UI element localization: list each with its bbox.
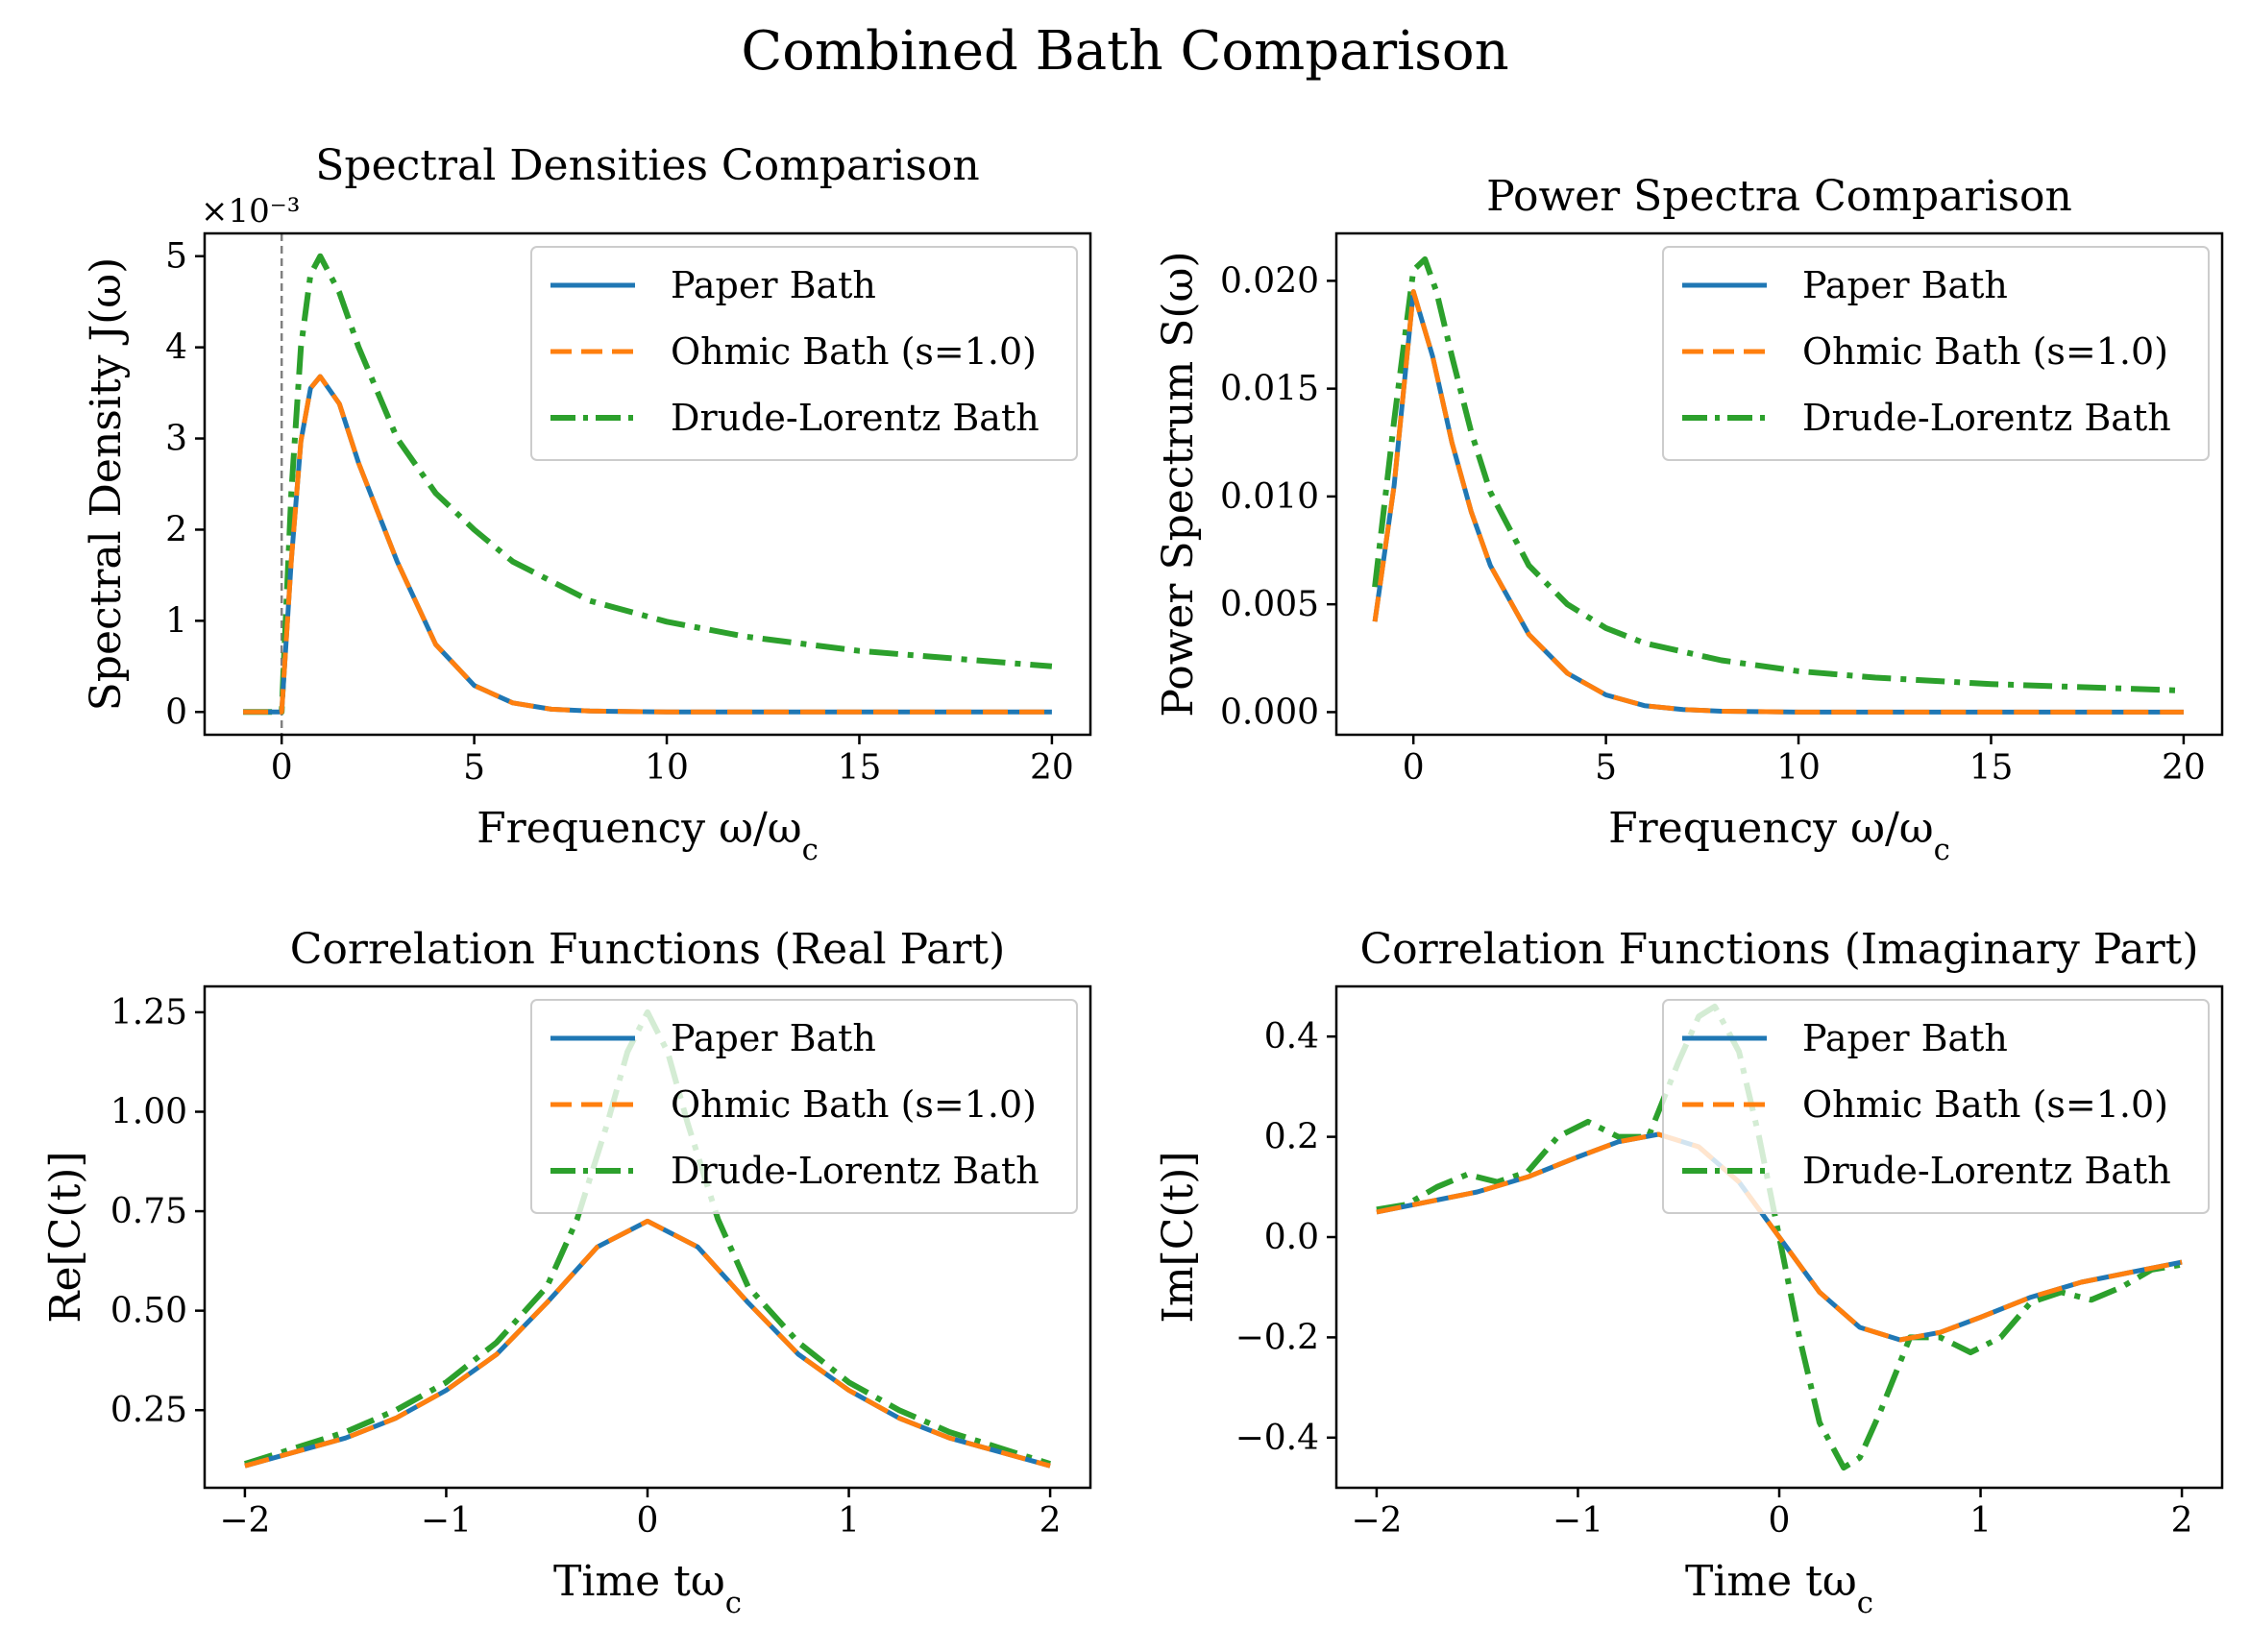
legend: Paper Bath Ohmic Bath (s=1.0) Drude-Lorent… xyxy=(530,246,1078,461)
y-tick-label: 4 xyxy=(165,328,187,368)
y-tick-label: 0 xyxy=(165,692,187,732)
y-tick-label: 3 xyxy=(165,420,187,459)
x-tick-label: −2 xyxy=(219,1501,270,1541)
panel-title: Spectral Densities Comparison xyxy=(315,141,979,190)
legend-label-paper: Paper Bath xyxy=(671,1017,876,1059)
panel-imagpart: Correlation Functions (Imaginary Part) −2… xyxy=(1154,925,2224,1620)
x-tick-label: −2 xyxy=(1351,1501,1402,1541)
legend: Paper Bath Ohmic Bath (s=1.0) Drude-Lorent… xyxy=(1662,999,2210,1214)
y-axis-label: Spectral Density J(ω) xyxy=(82,257,131,712)
legend-label-paper: Paper Bath xyxy=(1802,264,2008,306)
legend-label-paper: Paper Bath xyxy=(1802,1017,2008,1059)
y-tick-label: −0.2 xyxy=(1235,1318,1319,1357)
y-tick-label: 5 xyxy=(165,237,187,277)
x-tick-label: 2 xyxy=(2171,1501,2193,1541)
legend-box xyxy=(1662,999,2210,1214)
series-line-ohmic xyxy=(244,1218,1051,1469)
y-tick-label: 0.50 xyxy=(110,1292,187,1331)
legend-label-ohmic: Ohmic Bath (s=1.0) xyxy=(1802,1083,2168,1126)
series-line-ohmic xyxy=(1376,1131,2183,1343)
y-axis-label: Im[C(t)] xyxy=(1154,1151,1203,1323)
figure-title: Combined Bath Comparison xyxy=(741,20,1508,83)
legend-label-drude: Drude-Lorentz Bath xyxy=(1802,397,2171,439)
y-tick-label: 0.005 xyxy=(1220,585,1319,624)
x-axis-label: Frequency ω/ωc xyxy=(477,804,819,867)
legend-label-drude: Drude-Lorentz Bath xyxy=(671,397,1039,439)
x-tick-label: 20 xyxy=(2162,748,2206,788)
y-tick-label: 0.2 xyxy=(1264,1118,1319,1157)
y-tick-label: 0.0 xyxy=(1264,1218,1319,1257)
legend-label-ohmic: Ohmic Bath (s=1.0) xyxy=(671,330,1037,373)
axes-frame xyxy=(1334,231,2224,737)
y-tick-label: −0.4 xyxy=(1235,1419,1319,1458)
y-tick-label: 0.4 xyxy=(1264,1017,1319,1057)
x-tick-label: −1 xyxy=(1553,1501,1603,1541)
x-tick-label: 10 xyxy=(645,748,689,788)
x-tick-label: 2 xyxy=(1039,1501,1062,1541)
legend-box xyxy=(530,999,1078,1214)
legend-box xyxy=(1662,246,2210,461)
x-tick-label: 0 xyxy=(1769,1501,1791,1541)
x-tick-label: 0 xyxy=(637,1501,659,1541)
legend-label-ohmic: Ohmic Bath (s=1.0) xyxy=(1802,330,2168,373)
x-axis-label: Time tωc xyxy=(1685,1557,1873,1620)
x-tick-label: −1 xyxy=(421,1501,472,1541)
y-tick-label: 1 xyxy=(165,601,187,641)
x-tick-label: 5 xyxy=(463,748,485,788)
legend: Paper Bath Ohmic Bath (s=1.0) Drude-Lorent… xyxy=(1662,246,2210,461)
y-tick-label: 0.015 xyxy=(1220,370,1319,409)
x-tick-label: 1 xyxy=(838,1501,860,1541)
axes-frame xyxy=(203,231,1092,737)
legend: Paper Bath Ohmic Bath (s=1.0) Drude-Lorent… xyxy=(530,999,1078,1214)
series-line-ohmic xyxy=(1372,289,2184,715)
y-axis-label: Power Spectrum S(ω) xyxy=(1154,251,1203,717)
legend-label-ohmic: Ohmic Bath (s=1.0) xyxy=(671,1083,1037,1126)
series-line-drude xyxy=(1372,255,2185,693)
y-tick-label: 0.75 xyxy=(110,1192,187,1231)
x-tick-label: 15 xyxy=(1969,748,2014,788)
x-tick-label: 0 xyxy=(271,748,293,788)
x-tick-label: 0 xyxy=(1403,748,1425,788)
x-tick-label: 20 xyxy=(1030,748,1074,788)
legend-label-drude: Drude-Lorentz Bath xyxy=(671,1150,1039,1192)
y-tick-label: 0.010 xyxy=(1220,477,1319,517)
legend-label-drude: Drude-Lorentz Bath xyxy=(1802,1150,2171,1192)
legend-label-paper: Paper Bath xyxy=(671,264,876,306)
y-tick-label: 1.00 xyxy=(110,1093,187,1132)
y-tick-label: 1.25 xyxy=(110,993,187,1032)
x-tick-label: 15 xyxy=(838,748,882,788)
x-tick-label: 10 xyxy=(1776,748,1821,788)
y-tick-label: 0.000 xyxy=(1220,692,1319,732)
y-tick-label: 2 xyxy=(165,510,187,549)
y-tick-label: 0.25 xyxy=(110,1391,187,1430)
x-axis-label: Frequency ω/ωc xyxy=(1608,804,1950,867)
panel-realpart: Correlation Functions (Real Part) −2 −1 0 1 2… xyxy=(41,925,1092,1620)
panel-power: Power Spectra Comparison 0 5 10 15 20 0.000 0.0… xyxy=(1154,172,2224,867)
panel-title: Correlation Functions (Real Part) xyxy=(290,925,1006,974)
y-tick-label: 0.020 xyxy=(1220,261,1319,301)
x-axis-label: Time tωc xyxy=(553,1557,742,1620)
y-axis-label: Re[C(t)] xyxy=(41,1151,90,1323)
x-tick-label: 5 xyxy=(1595,748,1617,788)
panel-title: Power Spectra Comparison xyxy=(1486,172,2072,221)
panel-spectral: Spectral Densities Comparison 0 5 10 15 20 0 1 2… xyxy=(82,141,1092,867)
y-offset-label: ×10⁻³ xyxy=(201,192,300,231)
series-line-ohmic xyxy=(243,374,1052,715)
legend-box xyxy=(530,246,1078,461)
panel-title: Correlation Functions (Imaginary Part) xyxy=(1359,925,2198,974)
x-tick-label: 1 xyxy=(1969,1501,1992,1541)
